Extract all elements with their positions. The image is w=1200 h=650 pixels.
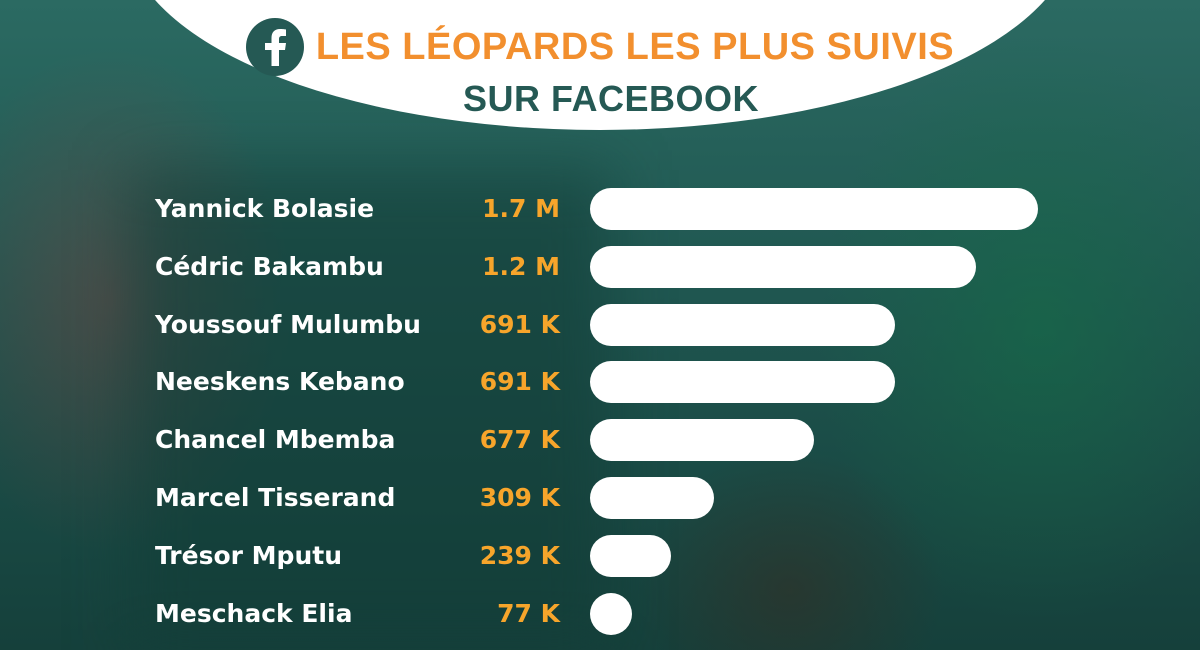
value-label: 677 K bbox=[479, 425, 560, 455]
category-label: Marcel Tisserand bbox=[155, 483, 396, 512]
value-label: 1.2 M bbox=[482, 251, 560, 281]
facebook-icon bbox=[245, 18, 304, 76]
bar bbox=[590, 419, 814, 462]
bar bbox=[590, 303, 895, 346]
category-label: Youssouf Mulumbu bbox=[155, 309, 421, 339]
chart-subtitle: SUR FACEBOOK bbox=[462, 78, 760, 119]
bar bbox=[590, 245, 976, 288]
value-label: 309 K bbox=[479, 483, 560, 512]
bar bbox=[590, 361, 895, 404]
bar bbox=[590, 592, 632, 635]
value-label: 691 K bbox=[479, 309, 560, 339]
bar bbox=[590, 188, 1038, 230]
bar bbox=[590, 534, 671, 577]
title-row: LES LÉOPARDS LES PLUS SUIVIS bbox=[0, 18, 1200, 76]
value-label: 691 K bbox=[479, 367, 560, 397]
value-label: 239 K bbox=[479, 540, 560, 570]
category-label: Neeskens Kebano bbox=[155, 367, 405, 397]
category-label: Chancel Mbemba bbox=[155, 425, 396, 455]
category-label: Trésor Mputu bbox=[155, 540, 342, 570]
title-block: LES LÉOPARDS LES PLUS SUIVIS SUR FACEBOO… bbox=[0, 18, 1200, 120]
category-label: Yannick Bolasie bbox=[155, 194, 375, 223]
bar bbox=[590, 477, 714, 519]
category-label: Meschack Elia bbox=[155, 598, 353, 628]
chart-title: LES LÉOPARDS LES PLUS SUIVIS bbox=[315, 25, 955, 68]
background-shade bbox=[130, 170, 610, 650]
value-label: 77 K bbox=[497, 598, 560, 628]
category-label: Cédric Bakambu bbox=[155, 251, 384, 281]
value-label: 1.7 M bbox=[482, 194, 560, 223]
